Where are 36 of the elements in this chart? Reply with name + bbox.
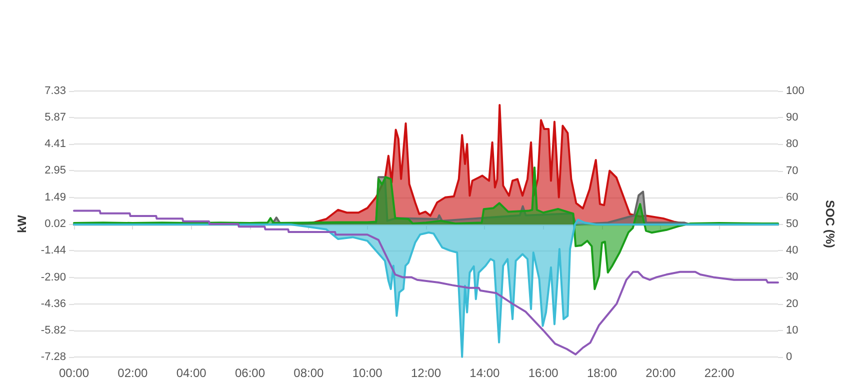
x-tick-label: 04:00 bbox=[176, 366, 207, 380]
x-tick-label: 20:00 bbox=[646, 366, 676, 380]
x-tick-label: 10:00 bbox=[352, 366, 383, 380]
y-tick-label: 5.87 bbox=[44, 112, 66, 124]
y-tick-label: -4.36 bbox=[40, 298, 66, 310]
x-tick-label: 22:00 bbox=[704, 366, 735, 380]
x-tick-label: 18:00 bbox=[586, 366, 618, 380]
x-tick-label: 08:00 bbox=[294, 366, 324, 380]
y-tick-label: 7.33 bbox=[44, 85, 66, 97]
x-tick-label: 14:00 bbox=[470, 366, 500, 380]
x-tick-label: 12:00 bbox=[410, 366, 442, 380]
y2-tick-label: 10 bbox=[786, 324, 798, 336]
y2-tick-label: 40 bbox=[786, 244, 798, 257]
x-tick-label: 02:00 bbox=[118, 366, 148, 380]
y-tick-label: -2.90 bbox=[40, 271, 66, 284]
y2-tick-label: 90 bbox=[786, 112, 798, 124]
y-tick-label: -7.28 bbox=[40, 351, 66, 363]
y2-tick-label: 30 bbox=[786, 271, 798, 284]
y2-axis-title: SOC (%) bbox=[823, 200, 837, 248]
x-tick-label: 00:00 bbox=[58, 366, 90, 380]
y2-tick-label: 80 bbox=[786, 138, 798, 150]
y2-tick-label: 20 bbox=[786, 298, 798, 310]
y-tick-label: -5.82 bbox=[40, 324, 66, 336]
y2-tick-label: 100 bbox=[786, 85, 804, 97]
y-tick-label: 1.49 bbox=[44, 191, 66, 204]
y2-tick-label: 50 bbox=[786, 218, 798, 230]
y-tick-label: 0.02 bbox=[44, 218, 66, 230]
y2-tick-label: 0 bbox=[786, 351, 792, 363]
x-tick-label: 06:00 bbox=[234, 366, 266, 380]
y-axis-title: kW bbox=[15, 214, 29, 233]
y2-tick-label: 60 bbox=[786, 191, 798, 204]
y-tick-label: -1.44 bbox=[40, 244, 66, 257]
y-tick-label: 2.95 bbox=[44, 164, 66, 177]
x-tick-label: 16:00 bbox=[528, 366, 559, 380]
y2-tick-label: 70 bbox=[786, 164, 798, 177]
y-tick-label: 4.41 bbox=[44, 138, 66, 150]
